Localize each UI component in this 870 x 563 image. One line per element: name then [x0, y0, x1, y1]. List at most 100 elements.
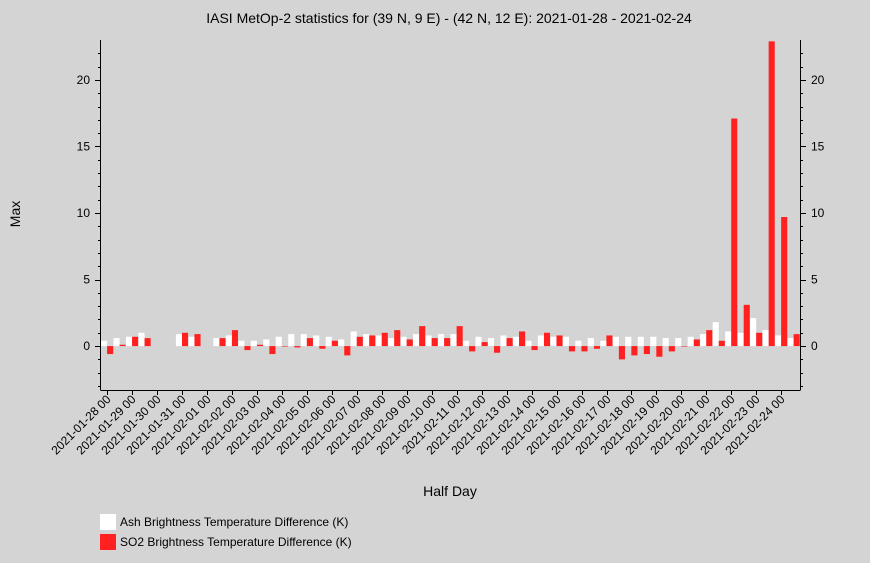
- bar-so2-33: [519, 331, 526, 347]
- bar-so2-32: [506, 338, 513, 347]
- bar-ash-34: [525, 340, 532, 347]
- bar-ash-31: [487, 338, 495, 347]
- bar-ash-32: [500, 335, 507, 347]
- bar-so2-38: [581, 346, 588, 352]
- bar-so2-18: [331, 340, 338, 347]
- y-tick-label-left: 20: [77, 73, 91, 87]
- legend-label-so2: SO2 Brightness Temperature Difference (K…: [120, 535, 352, 549]
- bar-so2-44: [656, 346, 663, 357]
- bar-so2-28: [456, 326, 463, 347]
- bar-so2-42: [631, 346, 638, 356]
- bar-ash-29: [462, 340, 470, 347]
- bar-ash-36: [550, 336, 557, 347]
- bar-so2-17: [319, 346, 326, 349]
- bar-ash-26: [425, 335, 432, 347]
- bar-so2-34: [531, 346, 538, 351]
- bar-ash-54: [775, 335, 782, 347]
- bar-so2-19: [344, 346, 351, 356]
- bar-so2-25: [419, 326, 426, 347]
- x-axis-label: Half Day: [423, 483, 477, 499]
- bar-so2-0: [107, 346, 114, 355]
- bar-so2-2: [132, 336, 139, 347]
- bar-so2-52: [756, 332, 763, 347]
- bar-so2-15: [294, 346, 301, 348]
- bars: [101, 41, 800, 360]
- bar-ash-3: [138, 332, 145, 347]
- bar-so2-12: [256, 344, 263, 347]
- bar-ash-17: [313, 335, 320, 347]
- bar-ash-24: [400, 336, 407, 347]
- legend-swatch-so2: [100, 534, 116, 550]
- bar-so2-31: [494, 346, 501, 353]
- bar-so2-36: [556, 335, 563, 347]
- bar-so2-9: [219, 338, 226, 347]
- bar-so2-22: [381, 332, 388, 347]
- legend-item-ash: Ash Brightness Temperature Difference (K…: [100, 512, 352, 532]
- bar-so2-37: [568, 346, 576, 352]
- bar-so2-35: [543, 332, 551, 347]
- y-tick-label-left: 5: [83, 273, 90, 287]
- bar-so2-45: [668, 346, 675, 352]
- bar-so2-30: [481, 342, 488, 347]
- bar-so2-14: [281, 346, 288, 347]
- bar-ash-40: [600, 340, 607, 347]
- bar-ash-25: [413, 334, 420, 347]
- legend-label-ash: Ash Brightness Temperature Difference (K…: [120, 515, 349, 529]
- bar-so2-21: [369, 335, 376, 347]
- bar-so2-16: [306, 338, 313, 347]
- bar-so2-20: [356, 336, 363, 347]
- bar-so2-48: [706, 330, 713, 347]
- bar-ash-23: [388, 338, 395, 347]
- bar-ash-39: [587, 338, 594, 347]
- bar-so2-26: [431, 338, 438, 347]
- bar-ash-42: [625, 336, 632, 347]
- bar-ash-11: [238, 340, 245, 347]
- bar-ash-21: [363, 334, 370, 347]
- bar-ash-44: [650, 336, 657, 347]
- bar-so2-46: [681, 346, 688, 347]
- bar-so2-29: [469, 346, 476, 352]
- bar-ash-20: [350, 331, 357, 347]
- legend-swatch-ash: [100, 514, 116, 530]
- bar-ash-22: [375, 335, 382, 347]
- bar-ash-28: [450, 334, 457, 347]
- bar-so2-53: [768, 41, 775, 347]
- bar-ash-45: [662, 338, 669, 347]
- y-tick-label-left: 0: [83, 339, 90, 353]
- bar-ash-55: [787, 338, 794, 347]
- bar-so2-23: [394, 330, 401, 347]
- bar-ash-15: [288, 334, 295, 347]
- bar-so2-10: [231, 330, 239, 347]
- bar-so2-50: [731, 118, 738, 347]
- bar-so2-11: [244, 346, 251, 351]
- bar-so2-7: [194, 334, 201, 347]
- y-tick-label-right: 15: [811, 139, 825, 153]
- bar-so2-49: [718, 340, 725, 347]
- bar-ash-35: [537, 335, 544, 347]
- bar-so2-3: [144, 338, 151, 347]
- y-tick-label-right: 5: [811, 273, 818, 287]
- bar-ash-12: [250, 340, 257, 347]
- bar-ash-10: [225, 335, 232, 347]
- bar-so2-40: [606, 335, 613, 347]
- bar-ash-9: [213, 338, 220, 347]
- chart-title: IASI MetOp-2 statistics for (39 N, 9 E) …: [206, 10, 692, 26]
- bar-ash-0: [101, 340, 108, 347]
- bar-ash-27: [438, 334, 445, 347]
- bar-ash-6: [175, 334, 182, 347]
- bar-ash-37: [562, 336, 569, 347]
- y-tick-label-left: 10: [77, 206, 91, 220]
- y-axis-label: Max: [7, 201, 23, 227]
- bar-ash-14: [275, 336, 282, 347]
- bar-so2-6: [181, 332, 189, 347]
- bar-so2-1: [119, 344, 126, 347]
- bar-ash-50: [725, 331, 732, 347]
- bar-ash-49: [712, 322, 719, 347]
- bar-ash-38: [575, 340, 582, 347]
- bar-ash-33: [512, 336, 520, 347]
- bar-ash-53: [762, 330, 769, 347]
- legend: Ash Brightness Temperature Difference (K…: [100, 512, 352, 552]
- bar-ash-46: [675, 338, 682, 347]
